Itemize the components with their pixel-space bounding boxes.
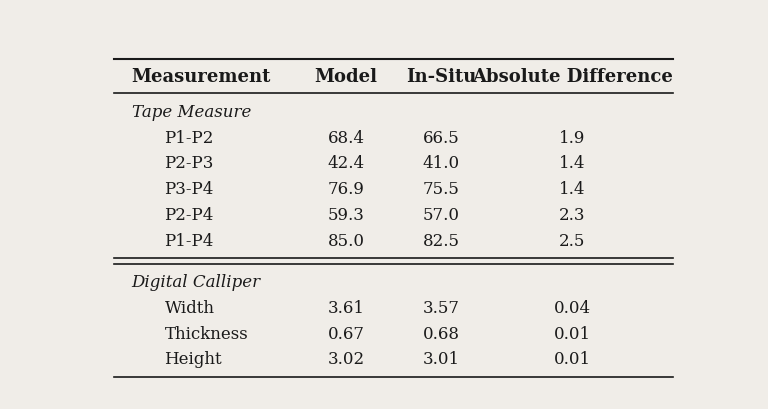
Text: 1.9: 1.9 (559, 130, 585, 146)
Text: 57.0: 57.0 (422, 207, 460, 224)
Text: 0.01: 0.01 (554, 326, 591, 343)
Text: 68.4: 68.4 (327, 130, 365, 146)
Text: 0.04: 0.04 (554, 300, 591, 317)
Text: 59.3: 59.3 (327, 207, 365, 224)
Text: Height: Height (164, 351, 222, 369)
Text: 3.02: 3.02 (327, 351, 365, 369)
Text: P3-P4: P3-P4 (164, 181, 214, 198)
Text: 42.4: 42.4 (327, 155, 365, 173)
Text: Digital Calliper: Digital Calliper (132, 274, 261, 291)
Text: Absolute Difference: Absolute Difference (472, 68, 673, 86)
Text: 1.4: 1.4 (559, 181, 585, 198)
Text: 75.5: 75.5 (422, 181, 460, 198)
Text: 2.3: 2.3 (559, 207, 585, 224)
Text: P2-P4: P2-P4 (164, 207, 214, 224)
Text: P1-P2: P1-P2 (164, 130, 214, 146)
Text: 1.4: 1.4 (559, 155, 585, 173)
Text: 3.61: 3.61 (327, 300, 365, 317)
Text: 2.5: 2.5 (559, 233, 585, 250)
Text: 0.01: 0.01 (554, 351, 591, 369)
Text: Model: Model (314, 68, 378, 86)
Text: 66.5: 66.5 (423, 130, 459, 146)
Text: 3.57: 3.57 (422, 300, 460, 317)
Text: P2-P3: P2-P3 (164, 155, 214, 173)
Text: 85.0: 85.0 (327, 233, 365, 250)
Text: 82.5: 82.5 (422, 233, 460, 250)
Text: P1-P4: P1-P4 (164, 233, 214, 250)
Text: In-Situ: In-Situ (406, 68, 476, 86)
Text: 76.9: 76.9 (327, 181, 365, 198)
Text: 41.0: 41.0 (422, 155, 460, 173)
Text: Width: Width (164, 300, 214, 317)
Text: Tape Measure: Tape Measure (132, 104, 251, 121)
Text: 0.68: 0.68 (422, 326, 460, 343)
Text: Measurement: Measurement (132, 68, 271, 86)
Text: 3.01: 3.01 (422, 351, 460, 369)
Text: Thickness: Thickness (164, 326, 248, 343)
Text: 0.67: 0.67 (327, 326, 365, 343)
